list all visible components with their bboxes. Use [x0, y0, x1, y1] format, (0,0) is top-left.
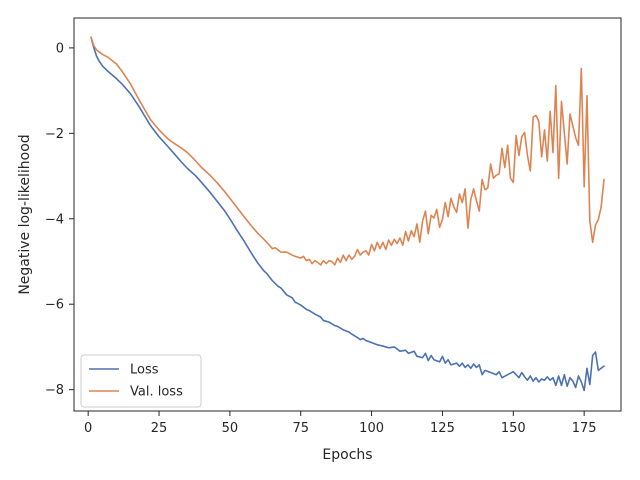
x-tick-label: 75 — [292, 421, 309, 436]
legend-label-val-loss: Val. loss — [130, 385, 183, 400]
series-group — [90, 36, 605, 392]
y-axis: 0 −2 −4 −6 −8 — [45, 41, 74, 398]
x-axis-label: Epochs — [322, 447, 372, 463]
legend: Loss Val. loss — [80, 354, 202, 408]
y-axis-label: Negative log-likelihood — [17, 134, 33, 294]
x-tick-label: 100 — [359, 421, 384, 436]
x-axis: 0 25 50 75 100 125 150 175 — [84, 411, 597, 436]
x-tick-label: 50 — [222, 421, 239, 436]
y-tick-label: −8 — [45, 383, 64, 398]
x-tick-label: 25 — [151, 421, 168, 436]
plot-area — [73, 17, 622, 412]
y-tick-label: 0 — [56, 41, 64, 56]
y-tick-label: −2 — [45, 127, 64, 142]
x-tick-label: 150 — [501, 421, 526, 436]
series-line-val-loss — [90, 36, 605, 266]
legend-box — [80, 354, 202, 408]
y-tick-label: −4 — [45, 212, 64, 227]
x-tick-label: 125 — [430, 421, 455, 436]
series-line-loss — [90, 36, 605, 392]
legend-label-loss: Loss — [130, 363, 159, 378]
x-tick-label: 175 — [572, 421, 597, 436]
x-tick-label: 0 — [84, 421, 92, 436]
axes-frame — [73, 17, 622, 412]
y-tick-label: −6 — [45, 298, 64, 313]
